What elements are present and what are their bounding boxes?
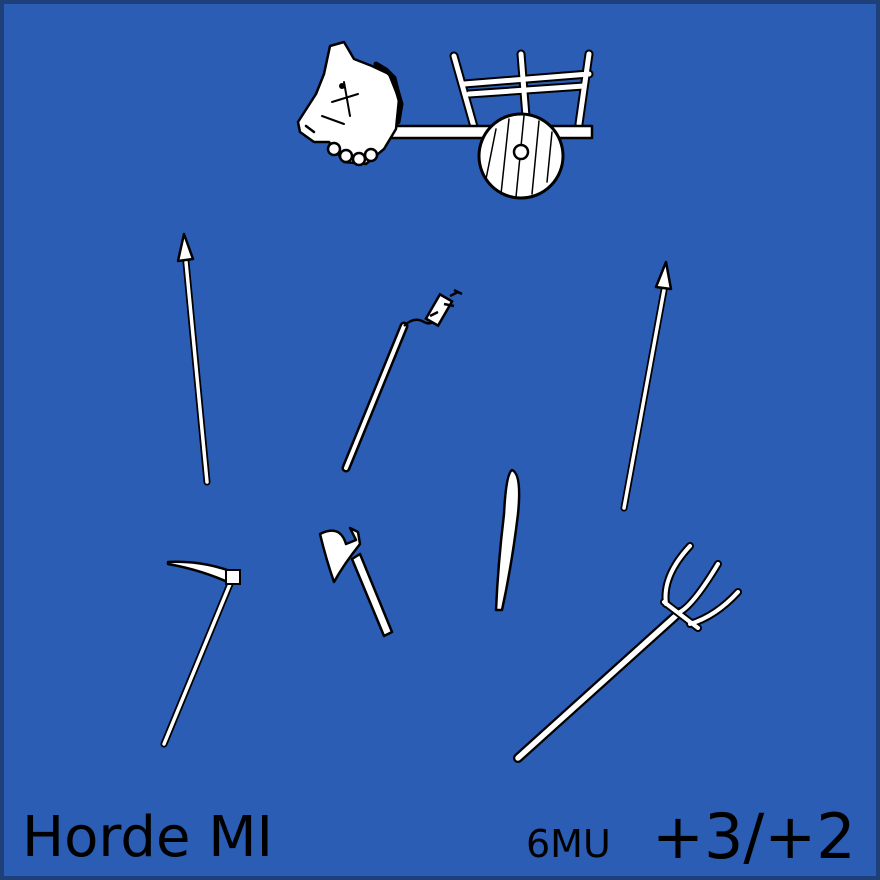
flail-icon (341, 288, 463, 473)
card-artwork (4, 4, 876, 876)
combat-factors: +3/+2 (652, 800, 856, 873)
axe-icon (318, 526, 394, 638)
pitchfork-icon (513, 542, 742, 763)
horse-cart-icon (296, 40, 594, 200)
movement-value: 6MU (526, 822, 611, 866)
card-background (4, 4, 876, 876)
spear-icon (620, 260, 673, 512)
club-icon (494, 468, 521, 612)
scythe-icon (160, 560, 241, 748)
unit-name: Horde MI (22, 805, 274, 870)
spear-icon (176, 232, 211, 486)
